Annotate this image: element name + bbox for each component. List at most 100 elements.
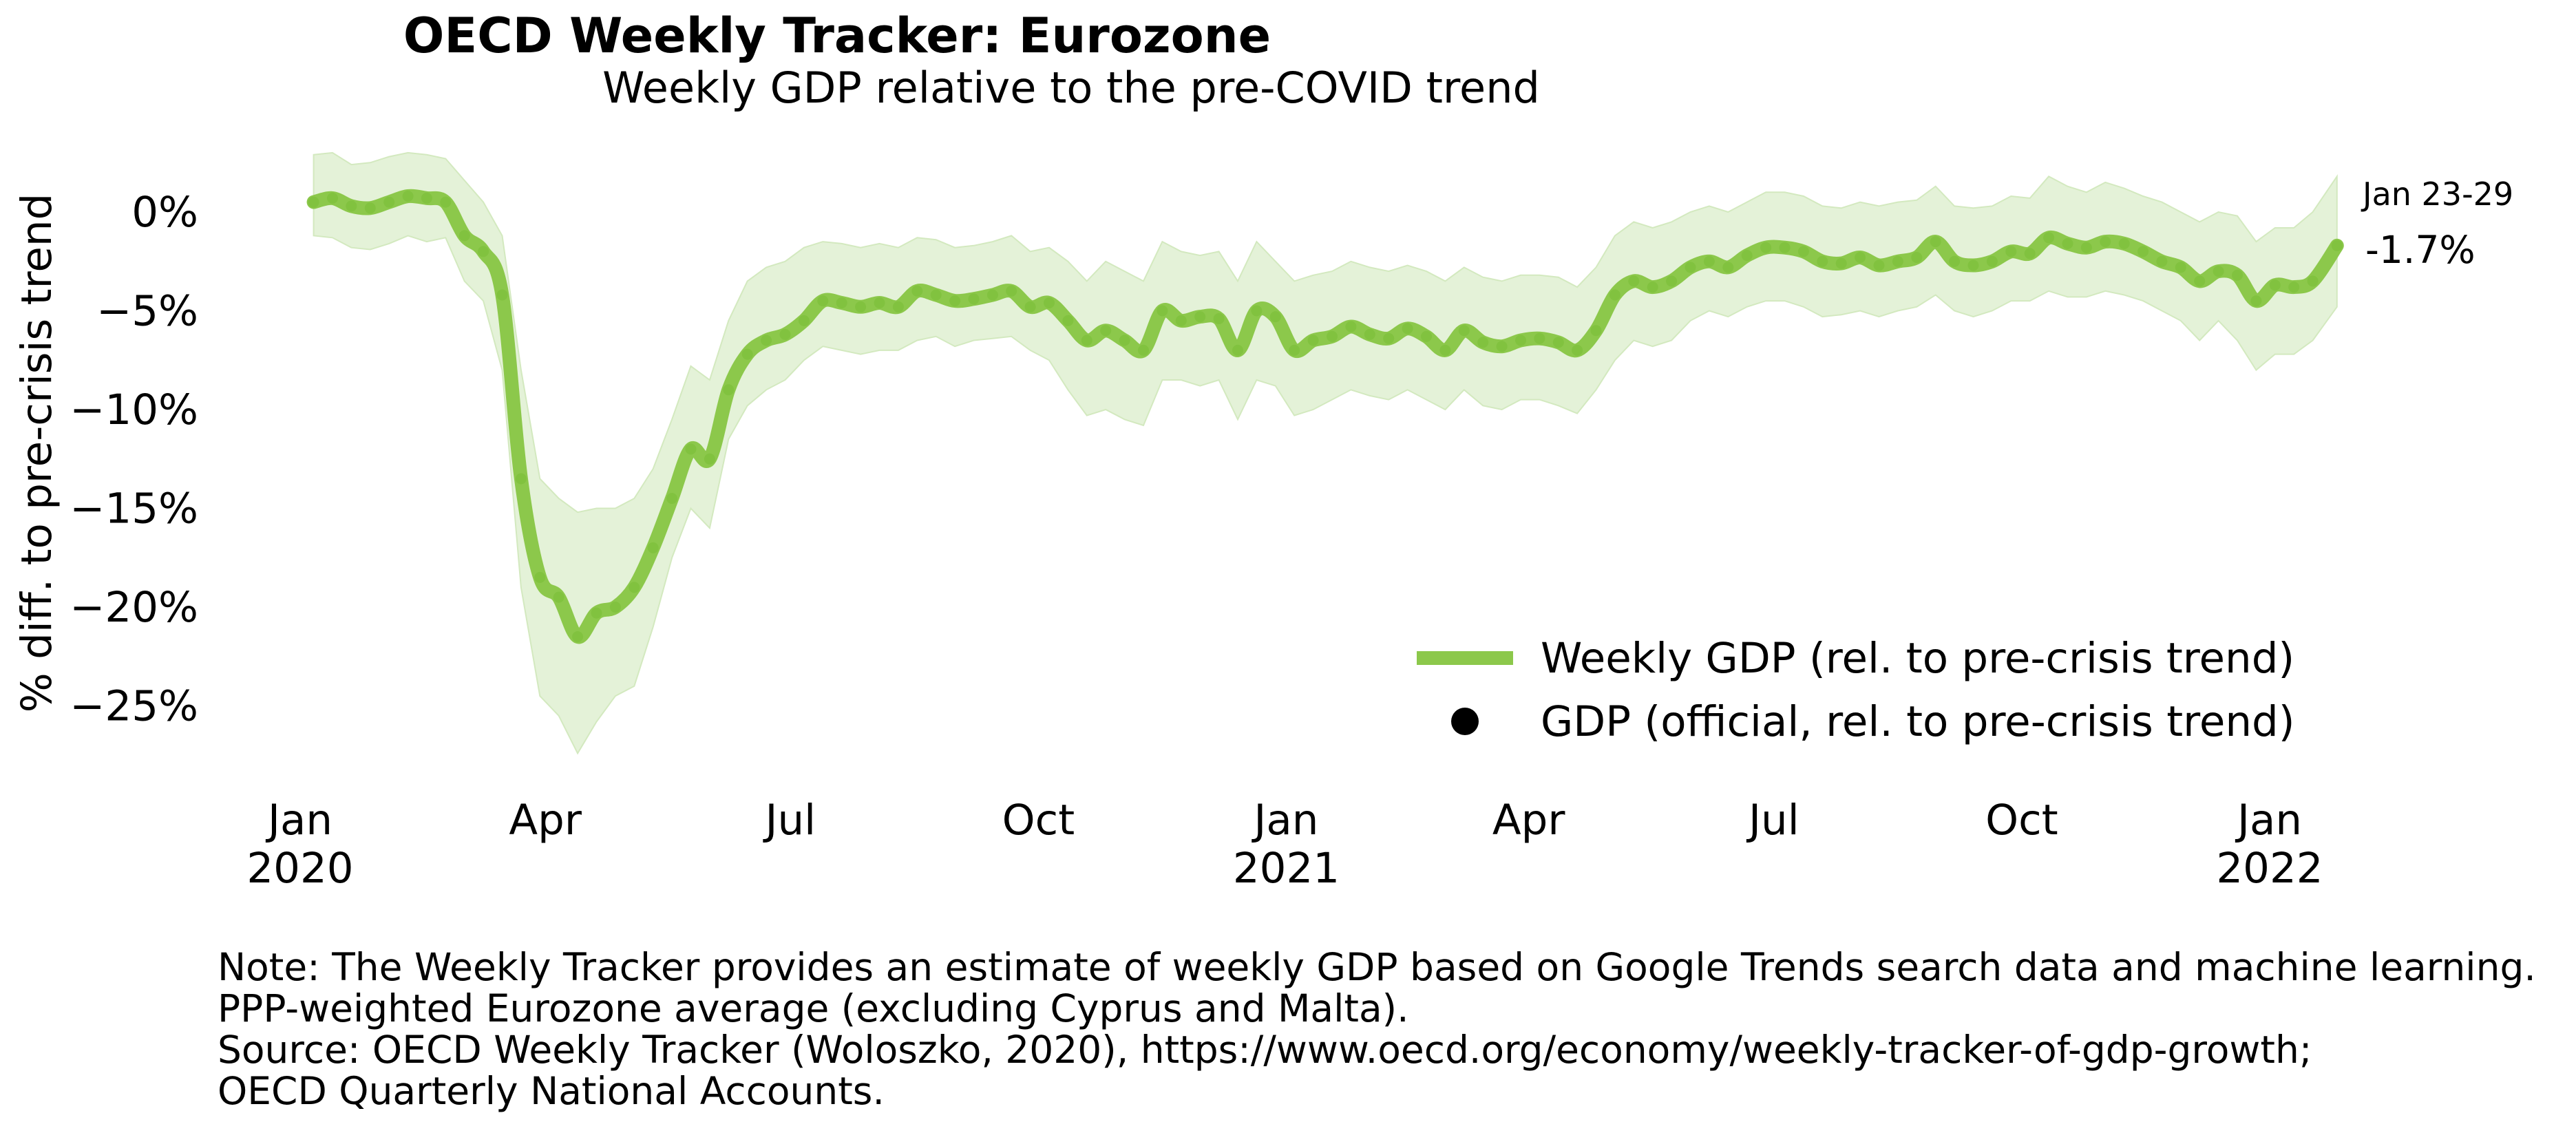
weekly-gdp-point [572,631,584,642]
weekly-gdp-point [1892,255,1903,267]
weekly-gdp-point [1138,344,1149,356]
weekly-gdp-point [2269,279,2281,291]
weekly-gdp-point [440,196,452,208]
weekly-gdp-point [2024,248,2036,260]
weekly-gdp-point [2288,282,2300,293]
weekly-gdp-point [949,295,961,307]
weekly-gdp-point [892,301,904,313]
weekly-gdp-point [515,473,527,485]
x-tick-label: Jan [1251,796,1318,845]
x-tick-label: Apr [1492,796,1565,845]
weekly-gdp-point [1006,285,1017,297]
weekly-gdp-point [1307,335,1319,346]
y-axis-label: % diff. to pre-crisis trend [12,193,61,713]
weekly-gdp-point [1496,341,1508,352]
weekly-gdp-point [2213,266,2224,277]
weekly-gdp-point [1024,301,1036,313]
weekly-gdp-point [874,297,885,308]
weekly-gdp-point [1741,250,1753,262]
weekly-gdp-point [1930,236,1941,248]
weekly-gdp-point [383,196,395,208]
weekly-gdp-point [1703,255,1715,267]
weekly-gdp-point [2194,275,2206,287]
weekly-gdp-point [402,191,414,202]
weekly-gdp-point [817,295,829,307]
weekly-gdp-point [1421,330,1432,342]
y-tick-label: −20% [70,583,198,632]
weekly-gdp-point [798,315,810,326]
weekly-gdp-point [1986,255,1998,267]
latest-value-label: -1.7% [2365,228,2475,272]
weekly-gdp-point [1269,311,1281,323]
weekly-gdp-point [1949,255,1961,267]
weekly-gdp-point [1289,344,1300,356]
note-line: PPP-weighted Eurozone average (excluding… [218,986,1409,1030]
note-line: Note: The Weekly Tracker provides an est… [218,945,2536,989]
weekly-gdp-line-layer [306,189,2344,644]
weekly-gdp-point [2100,236,2111,248]
weekly-gdp-point [1232,344,1243,356]
weekly-gdp-point [1119,335,1130,346]
weekly-gdp-point [2232,269,2243,281]
weekly-gdp-point [1157,305,1168,317]
weekly-gdp-point [1911,252,1923,263]
weekly-gdp-point [704,453,715,465]
weekly-gdp-point [478,246,489,257]
weekly-gdp-point [1797,246,1809,257]
chart-title: OECD Weekly Tracker: Eurozone [403,8,1271,64]
weekly-gdp-point [685,443,697,455]
weekly-gdp-point [1967,260,1979,271]
weekly-gdp-point [2137,246,2149,257]
weekly-gdp-point [855,301,867,313]
x-tick-label: Jan [2235,796,2302,845]
x-tick-label: Jul [763,796,816,845]
weekly-gdp-point [761,335,772,346]
weekly-gdp-point [968,293,980,305]
weekly-gdp-point [2062,237,2073,249]
y-axis-ticks: 0% −5% −10% −15% −20% −25% [70,188,198,731]
x-tick-label: Oct [1985,796,2058,845]
weekly-gdp-point [421,192,432,204]
weekly-gdp-point [1722,262,1734,273]
weekly-gdp-point [591,607,602,619]
weekly-gdp-point [1572,344,1583,356]
weekly-gdp-point [1477,337,1489,348]
weekly-gdp-point [2043,232,2055,244]
x-tick-label: Apr [509,796,582,845]
weekly-gdp-point [1402,323,1413,335]
weekly-gdp-point [1364,328,1375,340]
weekly-gdp-point [2080,242,2092,253]
x-tick-year-label: 2020 [246,844,353,893]
y-tick-label: 0% [131,188,198,237]
weekly-gdp-point [1685,262,1696,273]
weekly-gdp-point [1628,275,1640,287]
weekly-gdp-point [647,542,659,553]
legend-official-gdp-marker [1451,708,1479,735]
weekly-gdp-point [1552,337,1564,348]
weekly-gdp-point [1647,282,1658,293]
weekly-gdp-point [1439,344,1451,356]
weekly-gdp-point [364,202,376,214]
weekly-gdp-point [779,328,791,340]
weekly-gdp-point [911,285,923,297]
weekly-gdp-point [346,200,357,212]
weekly-gdp-point [553,591,564,603]
x-tick-year-label: 2021 [1233,844,1340,893]
weekly-gdp-point [1534,332,1545,344]
weekly-gdp-point [2005,246,2017,257]
weekly-gdp-point [327,192,338,204]
chart-subtitle: Weekly GDP relative to the pre-COVID tre… [602,63,1540,113]
weekly-gdp-point [666,493,678,505]
weekly-gdp-point [930,289,942,301]
weekly-gdp-point [1251,305,1263,317]
source-line: Source: OECD Weekly Tracker (Woloszko, 2… [218,1028,2312,1072]
weekly-gdp-point [496,289,508,301]
weekly-gdp-point [1044,297,1055,308]
weekly-gdp-point [2331,240,2343,251]
weekly-gdp-point [1081,335,1092,346]
x-tick-label: Jul [1746,796,1799,845]
weekly-gdp-point [986,289,998,301]
y-tick-label: −15% [70,485,198,533]
weekly-gdp-point [629,582,640,593]
